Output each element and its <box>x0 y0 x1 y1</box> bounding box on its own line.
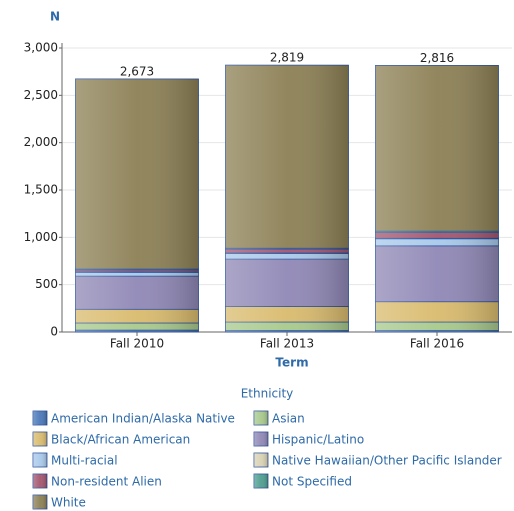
y-axis-title: N <box>50 10 60 24</box>
legend-swatch-shade <box>33 474 47 488</box>
bar-shade <box>375 65 499 332</box>
x-tick-label: Fall 2016 <box>410 337 464 351</box>
legend-label: Asian <box>272 412 305 426</box>
y-tick-label: 3,000 <box>24 41 58 55</box>
legend-swatch-shade <box>254 411 268 425</box>
total-label: 2,673 <box>120 64 154 78</box>
bar-shade <box>75 78 199 333</box>
legend-swatch-shade <box>33 411 47 425</box>
legend-swatch-shade <box>33 453 47 467</box>
legend-label: Native Hawaiian/Other Pacific Islander <box>272 454 502 468</box>
total-label: 2,816 <box>420 51 454 65</box>
y-tick-label: 2,000 <box>24 135 58 149</box>
y-tick-label: 1,500 <box>24 183 58 197</box>
legend-label: White <box>51 496 86 510</box>
legend-label: Multi-racial <box>51 454 118 468</box>
y-tick-label: 500 <box>35 277 58 291</box>
legend-label: American Indian/Alaska Native <box>51 412 235 426</box>
y-tick-label: 2,500 <box>24 88 58 102</box>
x-tick-label: Fall 2010 <box>110 337 164 351</box>
legend-label: Black/African American <box>51 433 190 447</box>
legend-swatch-shade <box>254 453 268 467</box>
total-label: 2,819 <box>270 51 304 65</box>
x-axis-title: Term <box>275 356 308 370</box>
legend-label: Not Specified <box>272 475 352 489</box>
x-tick-label: Fall 2013 <box>260 337 314 351</box>
legend-swatch-shade <box>254 432 268 446</box>
y-tick-label: 0 <box>50 325 58 339</box>
legend-swatch-shade <box>254 474 268 488</box>
legend-label: Hispanic/Latino <box>272 433 364 447</box>
legend-title: Ethnicity <box>241 387 294 401</box>
legend-swatch-shade <box>33 432 47 446</box>
bar-shade <box>225 65 349 332</box>
y-tick-label: 1,000 <box>24 230 58 244</box>
legend-label: Non-resident Alien <box>51 475 162 489</box>
legend-swatch-shade <box>33 495 47 509</box>
